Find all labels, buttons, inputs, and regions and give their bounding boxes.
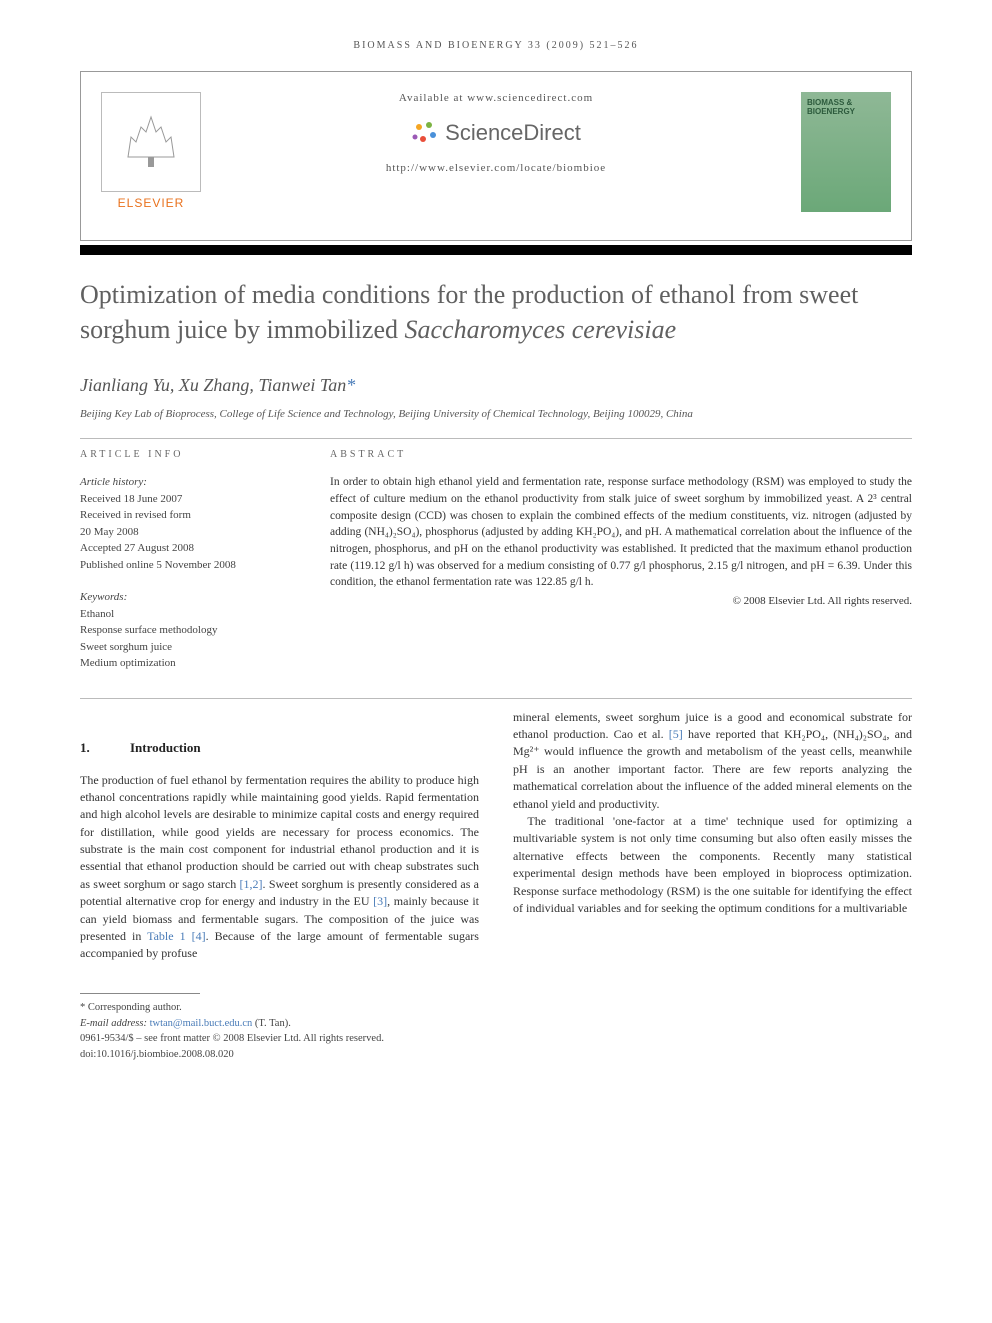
keyword: Ethanol (80, 606, 290, 623)
corresponding-author-note: * Corresponding author. (80, 1000, 912, 1016)
email-label: E-mail address: (80, 1018, 150, 1029)
affiliation: Beijing Key Lab of Bioprocess, College o… (80, 408, 912, 420)
citation-link[interactable]: [4] (186, 929, 206, 943)
sciencedirect-logo[interactable]: ScienceDirect (411, 119, 581, 147)
abstract-label: ABSTRACT (330, 449, 912, 460)
received-date: Received 18 June 2007 (80, 491, 290, 508)
author-list: Jianliang Yu, Xu Zhang, Tianwei Tan* (80, 375, 912, 396)
authors-names: Jianliang Yu, Xu Zhang, Tianwei Tan (80, 375, 346, 395)
divider (80, 698, 912, 699)
article-history: Article history: Received 18 June 2007 R… (80, 474, 290, 573)
revised-date: 20 May 2008 (80, 524, 290, 541)
body-paragraph: mineral elements, sweet sorghum juice is… (513, 709, 912, 813)
doi-line: doi:10.1016/j.biombioe.2008.08.020 (80, 1047, 912, 1063)
body-column-left: 1.Introduction The production of fuel et… (80, 709, 479, 963)
published-date: Published online 5 November 2008 (80, 557, 290, 574)
journal-header-box: ELSEVIER Available at www.sciencedirect.… (80, 71, 912, 241)
section-title: Introduction (130, 740, 201, 755)
table-link[interactable]: Table 1 (147, 929, 185, 943)
cover-title: BIOMASS & BIOENERGY (807, 98, 855, 116)
article-info-column: ARTICLE INFO Article history: Received 1… (80, 449, 290, 688)
section-number: 1. (80, 739, 130, 758)
body-paragraph: The production of fuel ethanol by fermen… (80, 772, 479, 963)
journal-cover-thumb: BIOMASS & BIOENERGY (801, 92, 891, 212)
abstract-column: ABSTRACT In order to obtain high ethanol… (330, 449, 912, 688)
citation-link[interactable]: [1,2] (240, 877, 263, 891)
front-matter-line: 0961-9534/$ – see front matter © 2008 El… (80, 1031, 912, 1047)
info-abstract-row: ARTICLE INFO Article history: Received 1… (80, 449, 912, 688)
accepted-date: Accepted 27 August 2008 (80, 540, 290, 557)
email-line: E-mail address: twtan@mail.buct.edu.cn (… (80, 1016, 912, 1032)
elsevier-logo: ELSEVIER (101, 92, 201, 210)
available-at-text: Available at www.sciencedirect.com (241, 92, 751, 104)
body-two-column: 1.Introduction The production of fuel et… (80, 709, 912, 963)
keywords-block: Keywords: Ethanol Response surface metho… (80, 589, 290, 672)
abstract-copyright: © 2008 Elsevier Ltd. All rights reserved… (330, 595, 912, 607)
sciencedirect-icon (411, 119, 439, 147)
body-paragraph: The traditional 'one-factor at a time' t… (513, 813, 912, 917)
keywords-label: Keywords: (80, 589, 290, 606)
sciencedirect-wordmark: ScienceDirect (445, 120, 581, 146)
article-title: Optimization of media conditions for the… (80, 277, 912, 347)
keyword: Medium optimization (80, 655, 290, 672)
elsevier-wordmark: ELSEVIER (101, 196, 201, 210)
keyword: Response surface methodology (80, 622, 290, 639)
body-text: The production of fuel ethanol by fermen… (80, 773, 479, 891)
divider (80, 438, 912, 439)
footnote-separator (80, 993, 200, 994)
corresponding-star-icon: * (346, 375, 355, 395)
running-header: BIOMASS AND BIOENERGY 33 (2009) 521–526 (80, 40, 912, 51)
black-divider-bar (80, 245, 912, 255)
elsevier-tree-icon (101, 92, 201, 192)
body-column-right: mineral elements, sweet sorghum juice is… (513, 709, 912, 963)
citation-link[interactable]: [3] (373, 894, 387, 908)
title-species: Saccharomyces cerevisiae (404, 315, 676, 344)
email-link[interactable]: twtan@mail.buct.edu.cn (150, 1018, 253, 1029)
revised-label: Received in revised form (80, 507, 290, 524)
section-heading: 1.Introduction (80, 739, 479, 758)
abstract-text: In order to obtain high ethanol yield an… (330, 474, 912, 591)
footnotes: * Corresponding author. E-mail address: … (80, 1000, 912, 1063)
journal-url[interactable]: http://www.elsevier.com/locate/biombioe (241, 162, 751, 174)
citation-link[interactable]: [5] (669, 727, 683, 741)
article-info-label: ARTICLE INFO (80, 449, 290, 460)
history-label: Article history: (80, 474, 290, 491)
email-who: (T. Tan). (252, 1018, 291, 1029)
keyword: Sweet sorghum juice (80, 639, 290, 656)
